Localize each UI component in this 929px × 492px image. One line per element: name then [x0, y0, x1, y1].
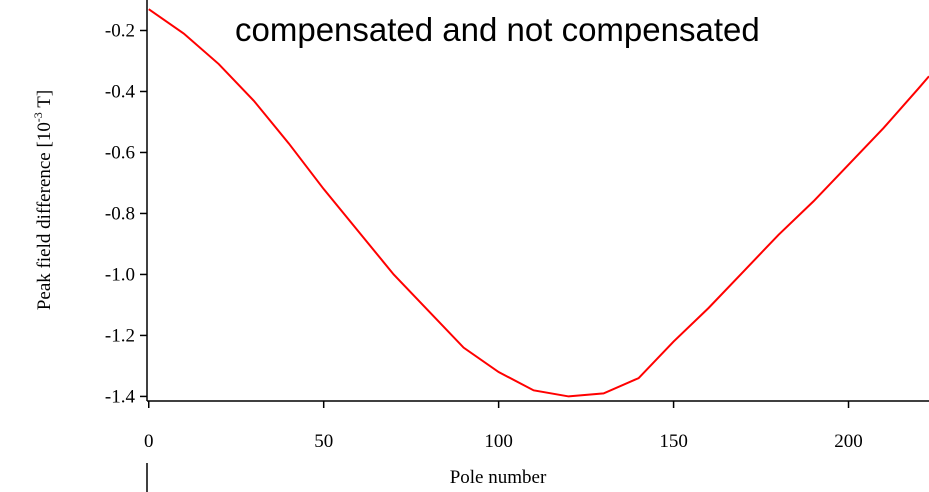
y-tick-label: -1.4 [105, 386, 136, 407]
y-tick-label: -1.2 [105, 325, 135, 346]
x-tick-label: 200 [834, 431, 863, 452]
y-tick-label: -0.6 [105, 142, 135, 163]
y-axis-label-text: Peak field difference [10 [34, 122, 55, 310]
x-tick-label: 50 [314, 431, 333, 452]
data-line [148, 8, 929, 398]
x-tick-label: 150 [659, 431, 688, 452]
chart-title: compensated and not compensated [235, 11, 760, 48]
y-tick-label: -0.2 [105, 20, 135, 41]
y-tick-label: -0.4 [105, 81, 136, 102]
y-axis-label: Peak field difference [10-3 T] [31, 90, 55, 310]
y-axis-label-unit: T] [34, 90, 55, 112]
x-tick-label: 0 [144, 431, 154, 452]
x-tick-label: 100 [484, 431, 513, 452]
y-tick-label: -1.0 [105, 264, 135, 285]
y-tick-label: -0.8 [105, 203, 135, 224]
x-axis-label: Pole number [450, 467, 547, 488]
y-axis-label-exponent: -3 [31, 112, 45, 122]
